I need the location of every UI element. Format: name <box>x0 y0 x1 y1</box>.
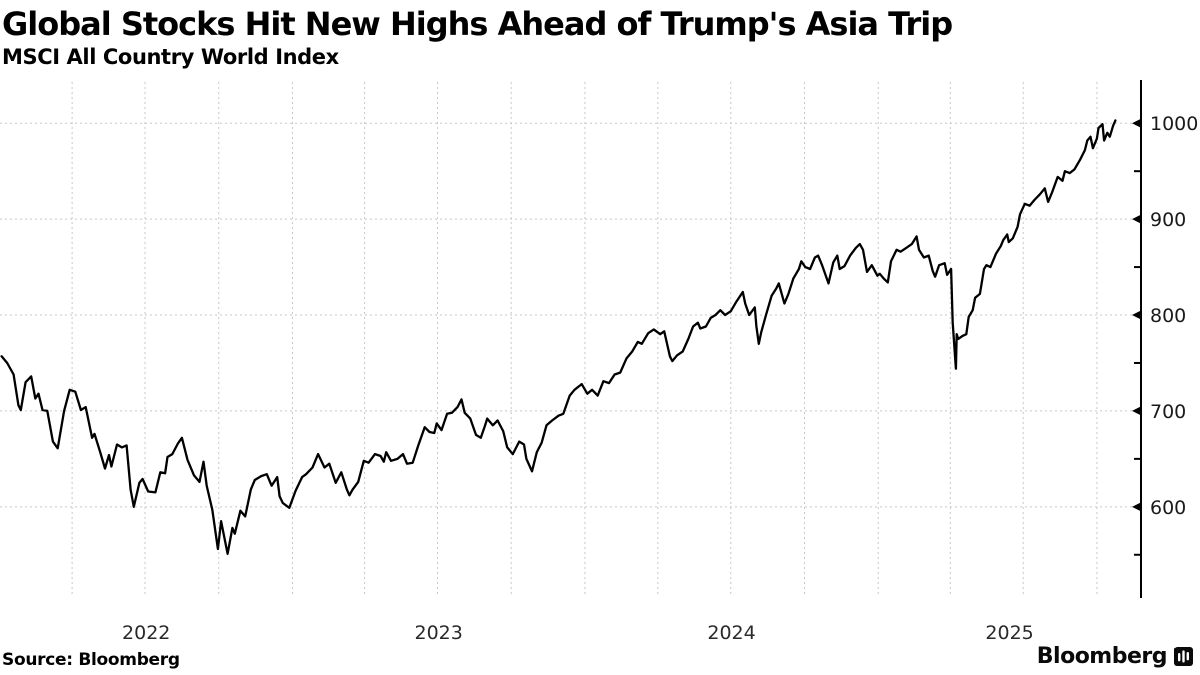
bloomberg-app-icon <box>1174 647 1193 666</box>
y-axis-major-tick <box>1132 406 1141 416</box>
x-tick-label: 2024 <box>707 622 755 644</box>
x-tick-label: 2022 <box>122 622 170 644</box>
bloomberg-logo: Bloomberg <box>1037 644 1194 669</box>
x-tick-label: 2023 <box>415 622 463 644</box>
y-tick-label: 600 <box>1150 497 1186 519</box>
bloomberg-logo-text: Bloomberg <box>1036 644 1168 669</box>
page-title: Global Stocks Hit New Highs Ahead of Tru… <box>2 5 953 43</box>
y-axis-major-tick <box>1132 118 1141 128</box>
y-tick-label: 700 <box>1150 401 1186 423</box>
y-axis-major-tick <box>1132 214 1141 224</box>
chart-subtitle: MSCI All Country World Index <box>2 45 339 69</box>
y-axis-major-tick <box>1132 502 1141 512</box>
y-tick-label: 800 <box>1150 305 1186 327</box>
y-tick-label: 1000 <box>1150 113 1198 135</box>
source-note: Source: Bloomberg <box>2 650 180 670</box>
msci-acwi-series-line <box>0 119 1117 555</box>
x-tick-label: 2025 <box>985 622 1033 644</box>
y-tick-label: 900 <box>1150 209 1186 231</box>
y-axis-major-tick <box>1132 310 1141 320</box>
